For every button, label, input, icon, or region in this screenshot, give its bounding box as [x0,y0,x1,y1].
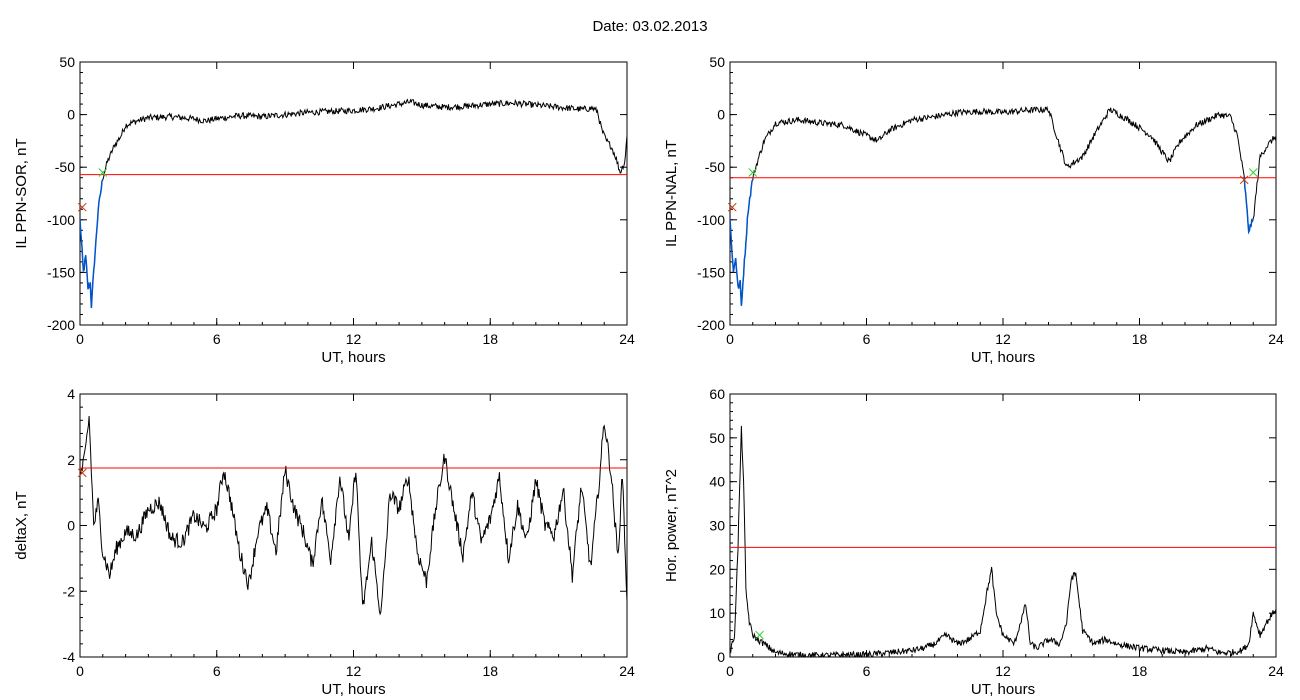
plot-frame [729,393,1277,658]
x-axis-label: UT, hours [321,681,385,698]
y-tick-label: 0 [717,107,725,123]
series-highlight [730,179,754,306]
y-tick-label: 0 [67,107,75,123]
marker-red [1239,175,1249,185]
y-tick-label: -200 [47,317,75,333]
page-title: Date: 03.02.2013 [592,18,708,35]
marker-green [1248,168,1258,177]
y-tick-label: 50 [709,430,725,446]
x-tick-label: 6 [213,663,221,679]
y-tick-label: 50 [709,54,725,70]
y-tick-label: 30 [709,518,725,534]
x-axis-label: UT, hours [971,681,1035,698]
x-tick-label: 12 [346,331,362,347]
y-tick-label: 10 [709,605,725,621]
y-tick-label: -2 [63,583,76,599]
x-tick-label: 0 [726,331,734,347]
marker-green [755,630,764,640]
x-tick-label: 6 [213,331,221,347]
x-tick-label: 18 [482,331,498,347]
series-highlight [1243,175,1255,235]
plot-frame [729,61,1277,326]
y-tick-label: -50 [55,159,75,175]
x-tick-label: 12 [346,663,362,679]
x-tick-label: 12 [995,663,1011,679]
x-tick-label: 0 [76,663,84,679]
x-axis-label: UT, hours [321,349,385,366]
y-tick-label: 4 [67,386,75,402]
panel-il-ppn-sor: 0 6 12 18 24 -200 -150 -100 -50 0 50 UT, hours IL PP… [13,54,635,366]
series-line [730,105,1276,306]
x-tick-label: 0 [726,663,734,679]
y-tick-label: -4 [63,649,76,665]
x-tick-label: 6 [863,331,871,347]
y-tick-label: 0 [67,518,75,534]
series-highlight [80,179,104,308]
y-tick-label: -50 [705,159,725,175]
x-tick-label: 24 [619,663,635,679]
x-tick-label: 18 [482,663,498,679]
y-tick-label: -100 [47,212,75,228]
marker-green [98,168,108,177]
y-tick-label: 50 [59,54,75,70]
y-tick-label: -100 [697,212,725,228]
y-tick-label: 0 [717,649,725,665]
series-line [80,415,627,616]
marker-green [748,168,758,177]
marker-red [77,468,87,478]
y-axis-label: deltaX, nT [13,491,30,559]
y-axis-label: Hor. power, nT^2 [663,469,680,582]
y-tick-label: -150 [47,264,75,280]
x-tick-label: 24 [619,331,635,347]
plot-frame [79,61,628,326]
y-tick-label: 60 [709,386,725,402]
marker-red [727,202,737,212]
y-tick-label: -150 [697,264,725,280]
x-axis-label: UT, hours [971,349,1035,366]
x-tick-label: 18 [1132,663,1148,679]
y-axis-label: IL PPN-SOR, nT [13,138,30,248]
x-tick-label: 12 [995,331,1011,347]
y-axis-label: IL PPN-NAL, nT [663,140,680,247]
y-tick-label: -200 [697,317,725,333]
y-tick-label: 20 [709,561,725,577]
x-tick-label: 18 [1132,331,1148,347]
panel-il-ppn-nal: 0 6 12 18 24 -200 -150 -100 -50 0 50 UT, hours IL PP… [663,54,1284,366]
panel-hor-power: 0 6 12 18 24 0 10 20 30 40 50 60 UT, hours Hor. power… [663,386,1284,698]
x-tick-label: 24 [1268,331,1284,347]
y-tick-label: 2 [67,452,75,468]
series-line [730,425,1276,657]
x-tick-label: 24 [1268,663,1284,679]
marker-red [77,202,87,212]
x-tick-label: 6 [863,663,871,679]
y-tick-label: 40 [709,474,725,490]
x-tick-label: 0 [76,331,84,347]
series-line [80,98,627,308]
